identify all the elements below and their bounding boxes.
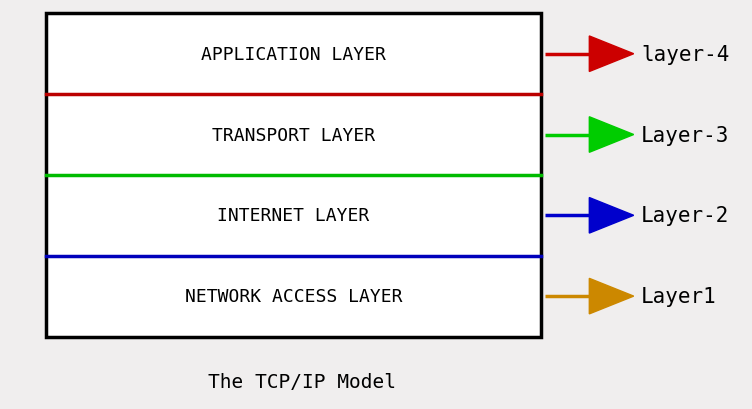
Text: NETWORK ACCESS LAYER: NETWORK ACCESS LAYER — [185, 288, 402, 306]
FancyBboxPatch shape — [46, 14, 541, 337]
Text: The TCP/IP Model: The TCP/IP Model — [208, 372, 396, 391]
Text: TRANSPORT LAYER: TRANSPORT LAYER — [212, 126, 375, 144]
Text: Layer-2: Layer-2 — [641, 206, 729, 226]
Text: Layer-3: Layer-3 — [641, 125, 729, 145]
Text: Layer1: Layer1 — [641, 286, 717, 306]
Polygon shape — [590, 279, 634, 314]
Polygon shape — [590, 37, 634, 72]
Polygon shape — [590, 117, 634, 153]
Text: INTERNET LAYER: INTERNET LAYER — [217, 207, 370, 225]
Text: APPLICATION LAYER: APPLICATION LAYER — [201, 46, 386, 63]
Text: layer-4: layer-4 — [641, 45, 729, 65]
Polygon shape — [590, 198, 634, 234]
